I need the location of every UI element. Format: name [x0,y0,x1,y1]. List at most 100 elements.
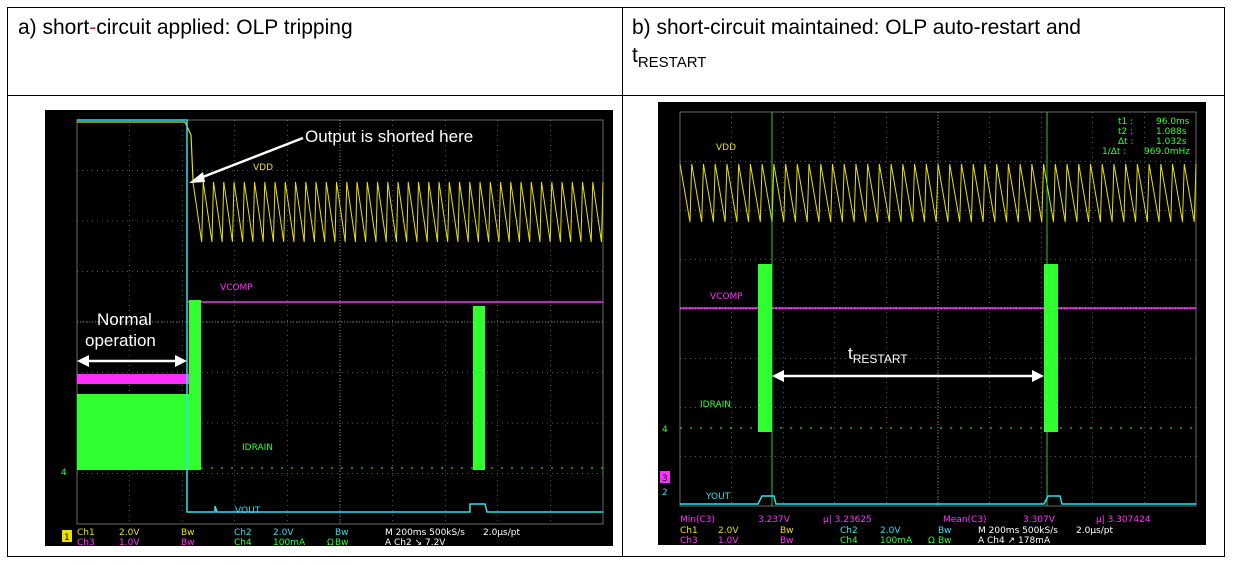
vcomp-label-a: VCOMP [220,283,253,293]
footer-a-trigger: A Ch2 ↘ 7.2V [385,538,446,546]
footer-a-bw2: Bw [335,528,349,538]
footer-a-ch2-v: 2.0V [273,528,294,538]
footer-b-timebase: M 200ms 500kS/s [978,526,1058,536]
scope-b-footer: Ch1 2.0V Ch3 1.0V Bw Bw Ch2 2.0V Ch4 100… [680,526,1113,545]
idrain-burst-b2 [1044,264,1058,432]
idrain-normal-band [77,394,189,470]
footer-a-pt: 2.0µs/pt [483,528,520,538]
vdd-trace-a-saw [192,181,604,243]
vcomp-label-b: VCOMP [710,292,743,302]
cursor-t2-label: t2 : [1118,127,1133,137]
vout-trace-b [680,495,1196,505]
ch4-marker-b: 4 [662,425,668,435]
footer-a-ch1-v: 2.0V [119,528,140,538]
footer-a-ch3: Ch3 [77,538,95,546]
panel-a-title-part2: circuit applied: OLP tripping [96,16,353,39]
idrain-burst-a2 [473,306,485,470]
trestart-arrow-right [1032,370,1044,382]
cursor-dt-value: 1.032s [1156,137,1187,147]
measure-mean-mu: µ| 3.307424 [1096,515,1151,525]
footer-b-bw4: Bw [938,536,952,545]
panel-b-title-sub: RESTART [637,54,707,71]
scope-screen-a: VDD VCOMP IDRAIN VOUT Output is shorted … [45,110,613,546]
footer-b-ohm: Ω [928,536,935,545]
ch3-marker-b: 3 [662,474,668,484]
trestart-sub: RESTART [853,352,909,366]
footer-a-ch3-v: 1.0V [119,538,140,546]
normal-arrow-left [77,355,89,367]
trestart-label: tRESTART [848,344,908,366]
scope-a-footer: Ch1 2.0V Ch3 1.0V Bw Bw Ch2 2.0V Ch4 100… [77,528,520,546]
idrain-label-b: IDRAIN [700,400,731,410]
ch1-marker-box-a [62,530,72,542]
measure-min-label: Min(C3) [680,515,715,525]
footer-a-ohm: Ω [327,538,334,546]
figure-table: a) short-circuit applied: OLP tripping b… [7,7,1225,557]
measure-min-value: 3.237V [758,515,791,525]
column-divider [622,8,623,556]
cursor-t2-value: 1.088s [1156,127,1187,137]
ch4-marker-a: 4 [61,468,67,478]
footer-a-timebase: M 200ms 500kS/s [385,528,465,538]
footer-b-bw3: Bw [780,536,794,545]
measure-min-mu: µ| 3.23625 [823,515,872,525]
panel-b-title-text: b) short-circuit maintained: OLP auto-re… [632,16,1081,39]
ch3-marker-box-b [660,471,670,483]
panel-b-title: b) short-circuit maintained: OLP auto-re… [632,14,1217,77]
scope-a-traces [77,119,604,513]
footer-b-ch1: Ch1 [680,526,698,536]
idrain-burst-a1 [189,300,201,470]
measure-mean-value: 3.307V [1023,515,1056,525]
vdd-label-a: VDD [253,163,273,173]
scope-b-traces [679,112,1197,506]
trestart-arrow-left [772,370,784,382]
vdd-label-b: VDD [716,143,736,153]
footer-a-ch2: Ch2 [234,528,252,538]
cursor-t1-value: 96.0ms [1156,117,1190,127]
row-divider [8,95,1224,96]
cursor-inv-label: 1/Δt : [1102,147,1126,157]
footer-b-ch2-v: 2.0V [880,526,901,536]
scope-a-svg: VDD VCOMP IDRAIN VOUT Output is shorted … [61,119,604,546]
panel-a-title-dash: - [89,16,97,39]
scope-a-grid [76,119,604,525]
footer-b-bw1: Bw [780,526,794,536]
scope-screen-b: t1 : 96.0ms t2 : 1.088s Δt : 1.032s 1/Δt… [658,102,1206,545]
cursor-t1-label: t1 : [1118,117,1133,127]
ch1-marker-a: 1 [64,533,70,543]
footer-b-pt: 2.0µs/pt [1076,526,1113,536]
footer-b-ch1-v: 2.0V [718,526,739,536]
shorted-arrow-head [189,172,205,183]
panel-a-title: a) short-circuit applied: OLP tripping [18,14,613,42]
normal-arrow-right [175,355,187,367]
shorted-annotation: Output is shorted here [305,127,473,146]
footer-a-ch1: Ch1 [77,528,95,538]
footer-b-trigger: A Ch4 ↗ 178mA [978,536,1051,545]
footer-b-bw2: Bw [938,526,952,536]
measurement-row: Min(C3) 3.237V µ| 3.23625 Mean(C3) 3.307… [680,515,1151,525]
cursor-dt-label: Δt : [1118,137,1134,147]
measure-mean-label: Mean(C3) [943,515,987,525]
idrain-burst-b1 [758,264,772,432]
footer-b-ch4-v: 100mA [880,536,913,545]
vout-label-b: YOUT [705,492,731,502]
footer-b-ch3: Ch3 [680,536,698,545]
vdd-trace-a-high [77,121,194,181]
scope-b-svg: t1 : 96.0ms t2 : 1.088s Δt : 1.032s 1/Δt… [660,111,1197,545]
footer-a-bw4: Bw [335,538,349,546]
normal-label-2: operation [85,331,156,350]
vdd-trace-b-saw [679,163,1197,223]
vout-trace-a [77,119,603,513]
shorted-arrow-line [194,136,304,182]
idrain-label-a: IDRAIN [242,443,273,453]
footer-b-ch4: Ch4 [840,536,858,545]
footer-a-bw3: Bw [181,538,195,546]
footer-a-bw1: Bw [181,528,195,538]
cursor-readout: t1 : 96.0ms t2 : 1.088s Δt : 1.032s 1/Δt… [1102,117,1190,157]
panel-a-title-part1: a) short [18,16,90,39]
panel-b-title-t: t [632,44,638,67]
footer-a-ch4-v: 100mA [273,538,306,546]
ch2-marker-b: 2 [662,488,668,498]
footer-b-ch3-v: 1.0V [718,536,739,545]
cursor-inv-value: 969.0mHz [1144,147,1190,157]
